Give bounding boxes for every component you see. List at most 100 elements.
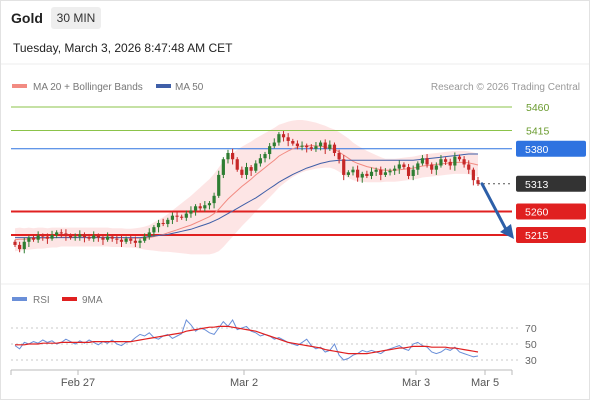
header-bar: Gold 30 MIN: [0, 0, 590, 34]
candle-body: [277, 134, 281, 143]
candle-body: [388, 170, 392, 173]
candle-body: [22, 241, 26, 250]
bollinger-bands: [15, 120, 478, 255]
candle-body: [360, 173, 364, 178]
candle-body: [462, 159, 466, 165]
candle-body: [379, 169, 383, 175]
x-tick-label: Mar 3: [402, 377, 430, 389]
candle-body: [411, 169, 415, 176]
level-label-5313: 5313: [525, 179, 549, 191]
candle-body: [198, 206, 202, 209]
candle-body: [221, 159, 225, 175]
level-badge-5380: [516, 140, 586, 157]
candle-body: [87, 237, 91, 239]
candle-body: [36, 235, 40, 240]
candle-body: [443, 159, 448, 162]
candle-body: [318, 142, 323, 147]
rsi-legend-swatch: [12, 297, 27, 301]
candle-body: [420, 158, 425, 164]
candle-body: [203, 205, 207, 209]
candle-body: [323, 142, 327, 149]
candle-body: [27, 237, 31, 242]
ma20-legend-label: MA 20 + Bollinger Bands: [33, 82, 143, 93]
rsi-tick-50: 50: [525, 339, 537, 351]
candle-body: [305, 145, 309, 148]
candle-body: [356, 169, 360, 178]
forecast-arrow: [480, 182, 514, 239]
candle-body: [50, 235, 54, 239]
candle-body: [212, 195, 216, 204]
candle-body: [254, 163, 258, 171]
candle-body: [467, 164, 471, 170]
candle-body: [300, 145, 304, 147]
candle-body: [189, 210, 193, 214]
candle-body: [55, 232, 59, 235]
candle-body: [351, 169, 355, 173]
rsi-ma-legend-swatch: [62, 297, 77, 301]
candle-body: [309, 147, 313, 149]
candle-body: [31, 237, 36, 240]
candle-body: [342, 159, 346, 175]
candle-body: [258, 158, 262, 164]
candle-body: [365, 173, 369, 176]
candle-body: [193, 206, 198, 211]
candle-body: [244, 167, 249, 175]
level-label-5215: 5215: [525, 230, 549, 242]
candle-body: [110, 236, 114, 239]
candle-body: [82, 234, 87, 238]
instrument-title: Gold: [11, 10, 43, 26]
candle-body: [73, 236, 77, 238]
rsi-panel: 70 50 30: [11, 319, 537, 367]
level-badge-5260: [516, 203, 586, 220]
timestamp-label: Tuesday, March 3, 2026 8:47:48 AM CET: [13, 41, 233, 55]
candle-body: [416, 163, 420, 170]
candle-body: [13, 241, 17, 245]
candle-body: [217, 174, 221, 196]
level-badge-5313: [516, 175, 586, 192]
candle-body: [64, 233, 68, 236]
candle-body: [434, 165, 438, 170]
rsi-ma-line: [15, 325, 479, 355]
candle-body: [138, 240, 142, 243]
candle-body: [374, 169, 378, 172]
x-tick-label: Feb 27: [61, 377, 95, 389]
candle-body: [286, 137, 290, 141]
candle-body: [263, 154, 267, 159]
candle-body: [231, 152, 235, 160]
candle-body: [453, 156, 457, 166]
level-label-5415: 5415: [526, 126, 550, 138]
candle-body: [170, 215, 175, 220]
candle-body: [207, 203, 212, 206]
candle-body: [101, 237, 105, 240]
candle-body: [143, 236, 147, 241]
candle-body: [430, 164, 434, 170]
candle-body: [45, 236, 50, 239]
candle-body: [96, 235, 100, 238]
candle-body: [281, 134, 286, 138]
candle-body: [476, 180, 480, 184]
level-label-5260: 5260: [525, 206, 549, 218]
candle-body: [166, 219, 170, 225]
level-label-5460: 5460: [526, 102, 550, 114]
candle-body: [119, 239, 124, 242]
x-axis-ticks: Feb 27 Mar 2 Mar 3 Mar 5: [10, 370, 513, 389]
candle-body: [106, 236, 110, 240]
candle-body: [295, 143, 300, 147]
candle-body: [457, 156, 462, 160]
candlesticks: [13, 131, 480, 254]
candle-body: [68, 235, 73, 238]
candle-body: [78, 234, 82, 237]
candle-body: [397, 164, 401, 169]
candle-body: [226, 152, 230, 160]
candle-body: [156, 222, 161, 228]
candle-body: [147, 232, 151, 237]
x-tick-label: Mar 2: [230, 377, 258, 389]
candle-body: [115, 238, 119, 240]
legend: MA 20 + Bollinger Bands MA 50 Research ©…: [12, 82, 580, 306]
timeframe-badge[interactable]: 30 MIN: [51, 7, 101, 29]
candle-body: [402, 164, 406, 168]
candle-body: [369, 171, 374, 176]
rsi-tick-30: 30: [525, 355, 537, 367]
candle-body: [41, 235, 45, 237]
